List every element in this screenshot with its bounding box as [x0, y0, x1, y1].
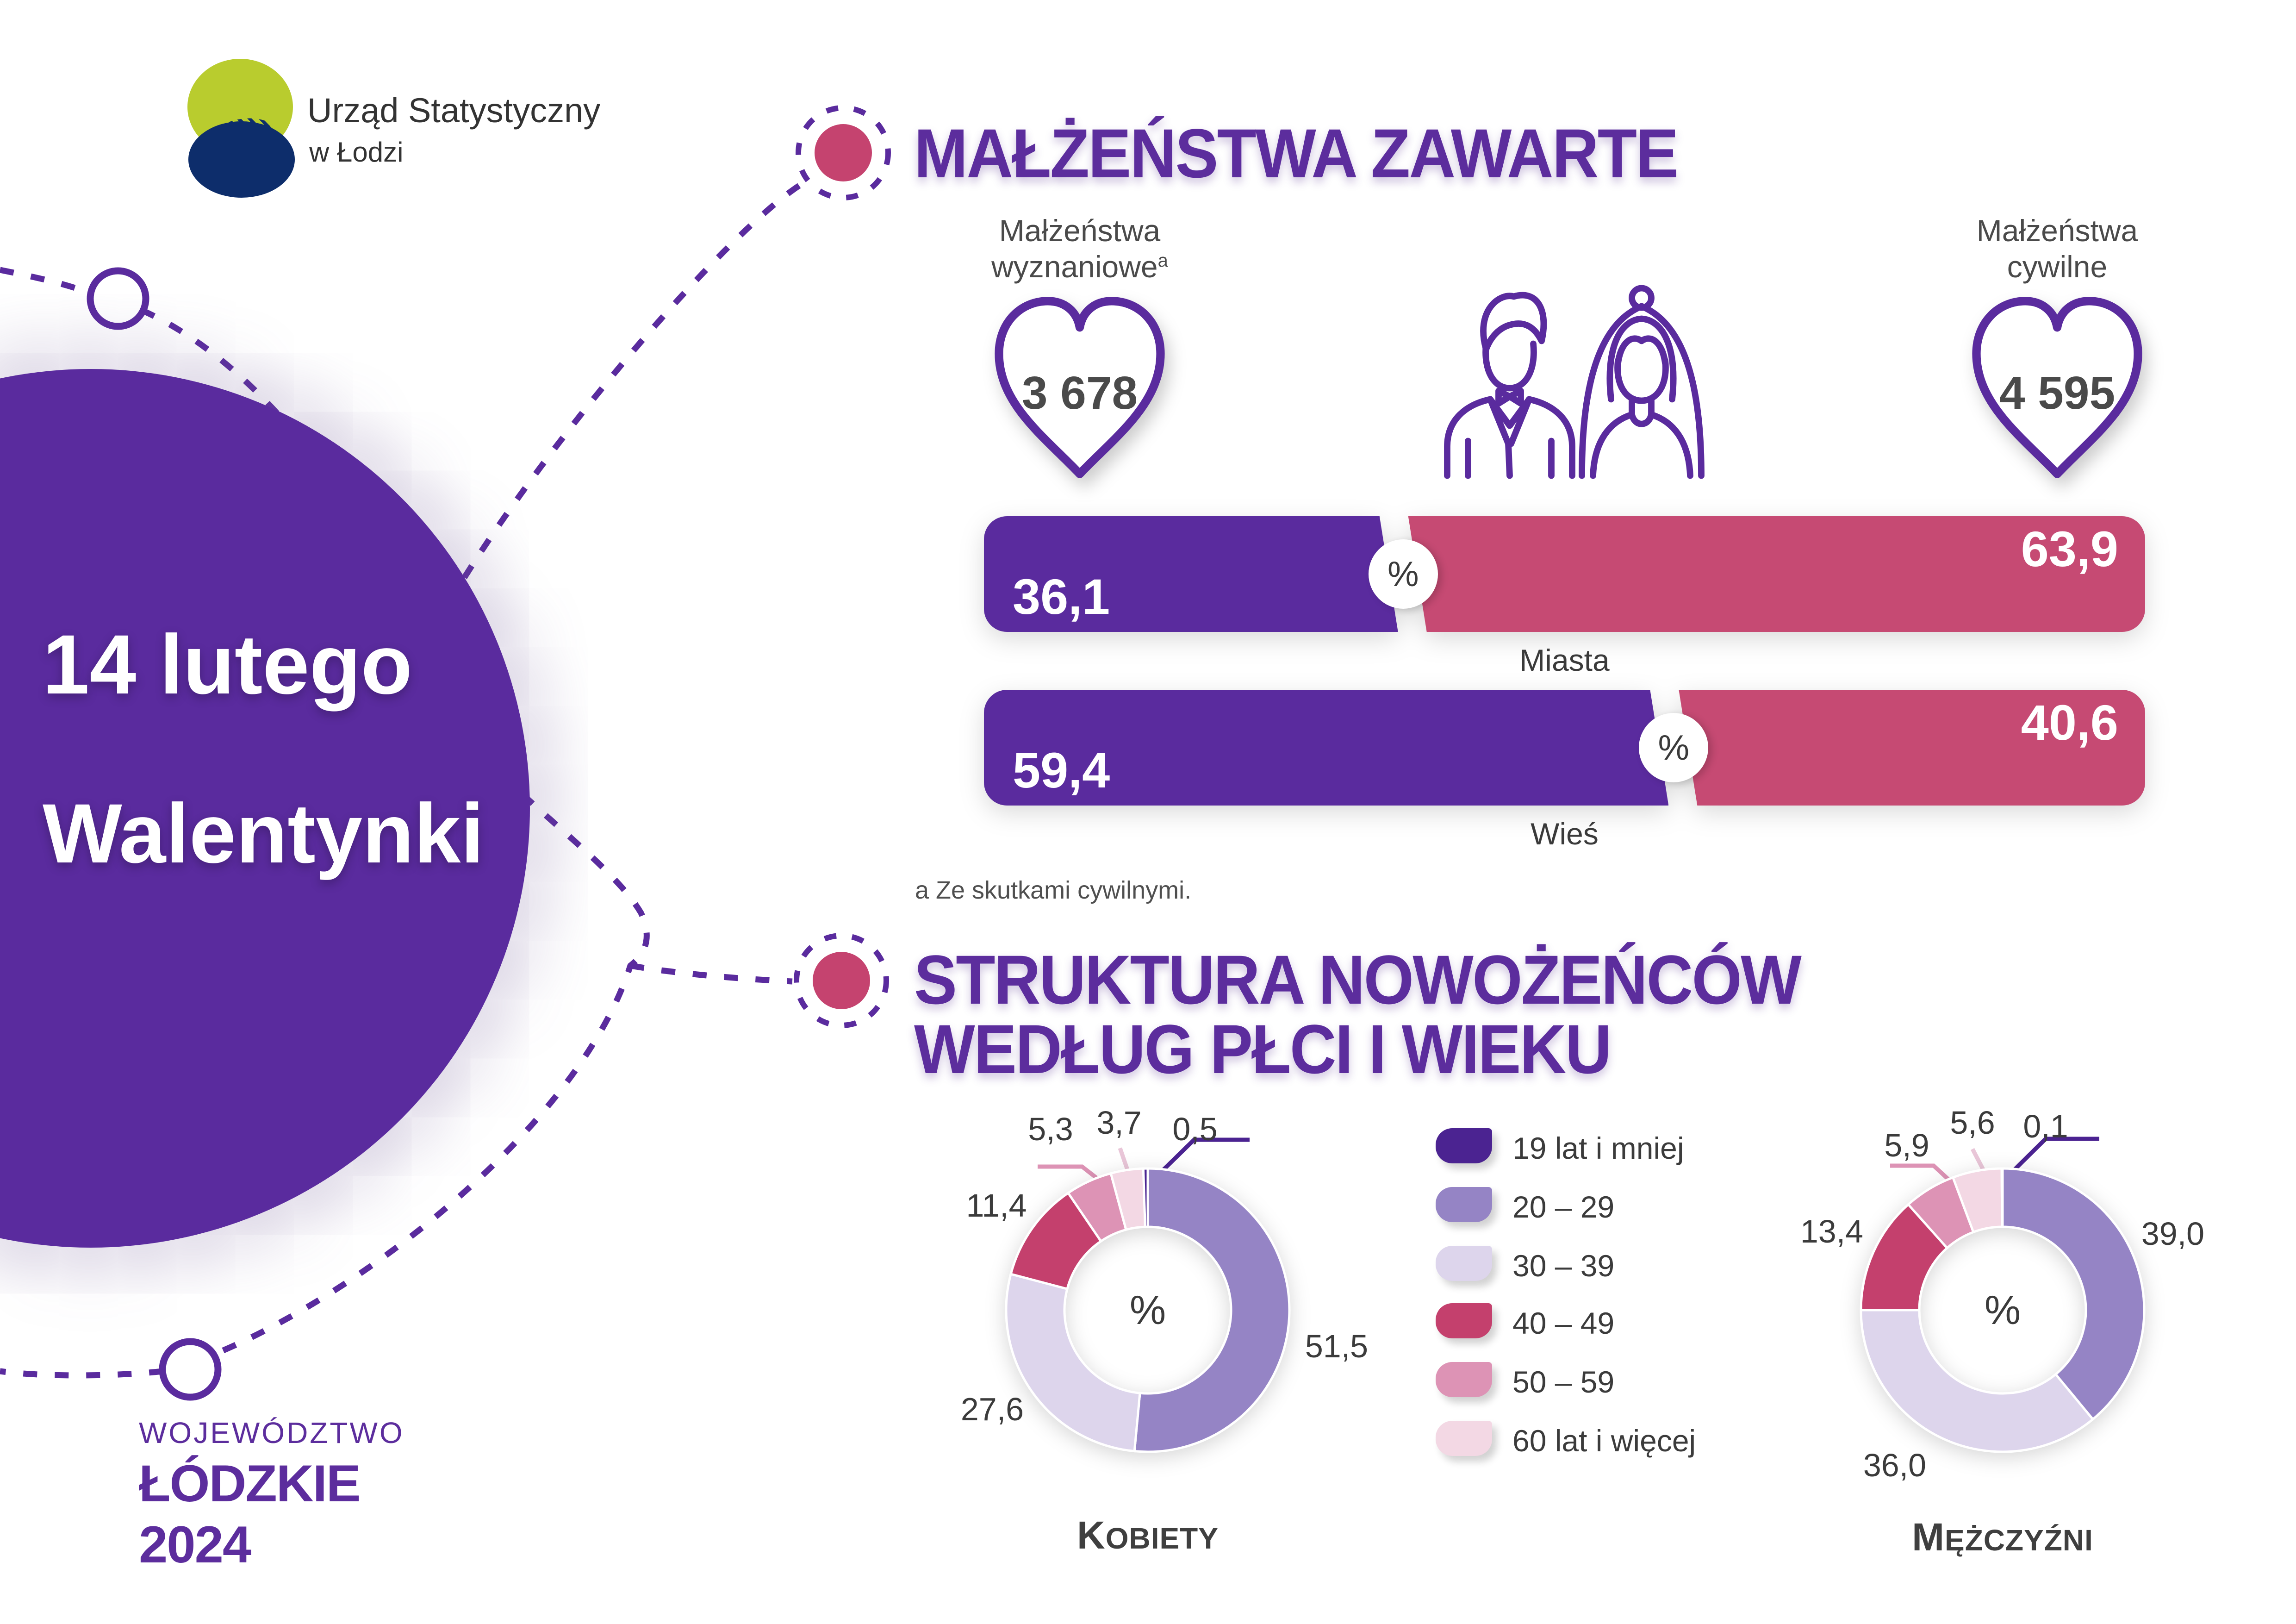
- callout-line-men-19: [2004, 1137, 2099, 1180]
- footnote-marker: a: [1157, 250, 1168, 271]
- bride-groom-icon: [1444, 285, 1705, 479]
- men-value-60: 5,6: [1950, 1105, 1995, 1141]
- women-value-20-29: 51,5: [1305, 1328, 1369, 1364]
- heart-icon-religious: [995, 297, 1165, 478]
- bar-wies-pink-segment: 40,6: [1679, 690, 2145, 806]
- donut-chart-men: [1860, 1167, 2146, 1453]
- women-value-40-49: 11,4: [966, 1187, 1027, 1224]
- donut-segment: [2000, 1167, 2004, 1228]
- donut-segment: [1860, 1309, 2095, 1453]
- religious-marriages-value: 3 678: [1021, 367, 1138, 419]
- bar-wies: 59,4 40,6 %: [984, 690, 2145, 806]
- bar-wies-purple-segment: 59,4: [984, 690, 1668, 806]
- legend-swatch-60: [1436, 1421, 1492, 1456]
- section2-bullet: [794, 933, 889, 1028]
- event-text: Walentynki: [43, 786, 484, 881]
- bar-wies-caption: Wieś: [1531, 817, 1599, 851]
- men-value-50-59: 5,9: [1884, 1127, 1929, 1163]
- men-value-19: 0,1: [2023, 1108, 2068, 1144]
- legend-label-19: 19 lat i mniej: [1512, 1131, 1684, 1165]
- religious-marriages-label: Małżeństwa wyznaniowea: [991, 213, 1168, 284]
- logo-org-name: Urząd Statystyczny: [307, 91, 601, 130]
- footnote: a Ze skutkami cywilnymi.: [915, 876, 1192, 904]
- women-value-30-39: 27,6: [960, 1391, 1024, 1427]
- logo-org-city: w Łodzi: [309, 137, 404, 168]
- dotted-path-left-bottom: [0, 1368, 163, 1379]
- logo-navy-circle: [188, 121, 295, 198]
- region-name: ŁÓDZKIE: [139, 1455, 361, 1512]
- bar-miasta-caption: Miasta: [1519, 643, 1610, 677]
- legend-label-40-49: 40 – 49: [1512, 1306, 1615, 1340]
- donut-segment: [1005, 1272, 1141, 1453]
- women-value-50-59: 5,3: [1028, 1111, 1073, 1147]
- legend-label-50-59: 50 – 59: [1512, 1365, 1615, 1399]
- men-value-20-29: 39,0: [2141, 1216, 2205, 1252]
- bar-miasta-purple-segment: 36,1: [984, 516, 1398, 632]
- dotted-path-left-top: [0, 267, 93, 297]
- percent-badge: %: [1368, 539, 1438, 609]
- section2-title-line2: WEDŁUG PŁCI I WIEKU: [914, 1010, 1612, 1088]
- legend-swatch-30-39: [1436, 1246, 1492, 1281]
- date-text: 14 lutego: [43, 617, 412, 712]
- bar-wies-pink-value: 40,6: [2021, 694, 2118, 750]
- section1-title: MAŁŻEŃSTWA ZAWARTE: [914, 114, 1679, 192]
- legend-swatch-20-29: [1436, 1187, 1492, 1222]
- men-value-40-49: 13,4: [1800, 1213, 1864, 1249]
- legend-swatch-40-49: [1436, 1303, 1492, 1338]
- dotted-path-to-dot2: [629, 962, 793, 985]
- legend-swatch-19: [1436, 1128, 1492, 1163]
- dotted-path-to-dot1: [415, 178, 809, 661]
- bar-miasta-pink-value: 63,9: [2021, 521, 2118, 577]
- women-caption: KOBIETY: [1077, 1513, 1219, 1557]
- callout-line-women-19: [1151, 1137, 1250, 1181]
- region-label: WOJEWÓDZTWO: [139, 1416, 404, 1449]
- donut-women-unit: %: [1129, 1287, 1166, 1333]
- bar-miasta-pink-segment: 63,9: [1408, 516, 2145, 632]
- section1-bullet: [796, 105, 891, 200]
- civil-marriages-label: Małżeństwa cywilne: [1976, 213, 2138, 284]
- heart-icon-civil: [1972, 297, 2142, 478]
- donut-segment: [1133, 1167, 1291, 1453]
- dotted-path-main: [140, 307, 650, 1356]
- section2-title-line1: STRUKTURA NOWOŻEŃCÓW: [914, 941, 1802, 1018]
- donut-chart-women: [1005, 1167, 1291, 1453]
- men-caption: MĘŻCZYŹNI: [1912, 1515, 2093, 1559]
- percent-badge: %: [1639, 713, 1709, 782]
- ring-marker-bottom: [159, 1338, 222, 1401]
- women-value-60: 3,7: [1096, 1105, 1142, 1141]
- donut-men-unit: %: [1984, 1287, 2021, 1333]
- bar-wies-purple-value: 59,4: [1013, 742, 1110, 798]
- bar-miasta: 36,1 63,9 %: [984, 516, 2145, 632]
- donut-segment: [1142, 1167, 1149, 1228]
- civil-marriages-value: 4 595: [1999, 367, 2116, 419]
- donut-segment: [2001, 1167, 2146, 1421]
- legend-label-20-29: 20 – 29: [1512, 1190, 1615, 1224]
- ring-marker-top: [87, 267, 149, 330]
- legend-label-60: 60 lat i więcej: [1512, 1424, 1696, 1458]
- region-year: 2024: [139, 1516, 251, 1574]
- women-value-19: 0,5: [1172, 1111, 1218, 1147]
- legend-swatch-50-59: [1436, 1362, 1492, 1397]
- men-value-30-39: 36,0: [1863, 1447, 1927, 1483]
- legend-label-30-39: 30 – 39: [1512, 1249, 1615, 1283]
- bar-miasta-purple-value: 36,1: [1013, 568, 1110, 625]
